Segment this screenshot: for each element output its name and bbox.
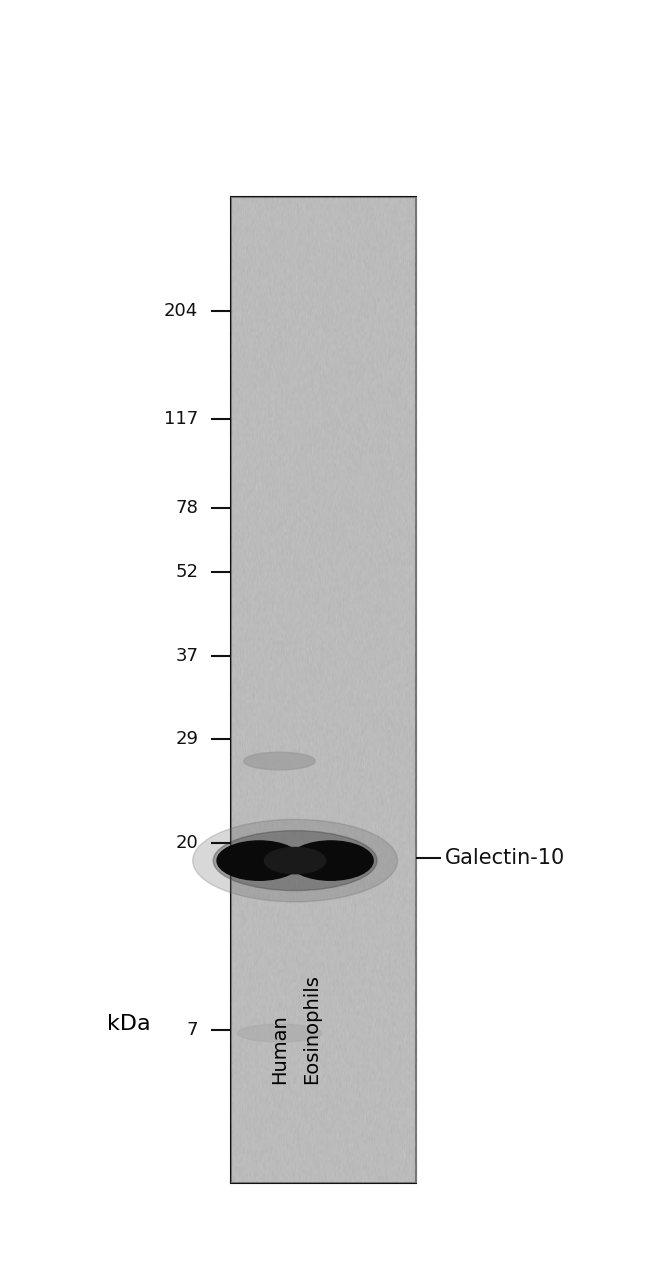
Text: 52: 52 <box>176 562 198 581</box>
Text: 78: 78 <box>176 499 198 516</box>
Text: 204: 204 <box>164 301 198 319</box>
Ellipse shape <box>237 1024 322 1042</box>
Text: kDa: kDa <box>107 1014 151 1034</box>
Text: 117: 117 <box>164 410 198 427</box>
Bar <box>231 197 416 1183</box>
Ellipse shape <box>244 752 315 770</box>
Text: 29: 29 <box>176 730 198 748</box>
Text: 7: 7 <box>187 1021 198 1039</box>
Ellipse shape <box>217 841 302 880</box>
Text: Human: Human <box>270 1014 289 1084</box>
Text: Galectin-10: Galectin-10 <box>445 847 566 868</box>
Ellipse shape <box>265 847 326 874</box>
Text: 20: 20 <box>176 834 198 852</box>
Ellipse shape <box>213 831 377 890</box>
Ellipse shape <box>289 841 373 880</box>
Ellipse shape <box>193 819 398 902</box>
Text: Eosinophils: Eosinophils <box>302 974 321 1084</box>
Text: 37: 37 <box>176 646 198 664</box>
